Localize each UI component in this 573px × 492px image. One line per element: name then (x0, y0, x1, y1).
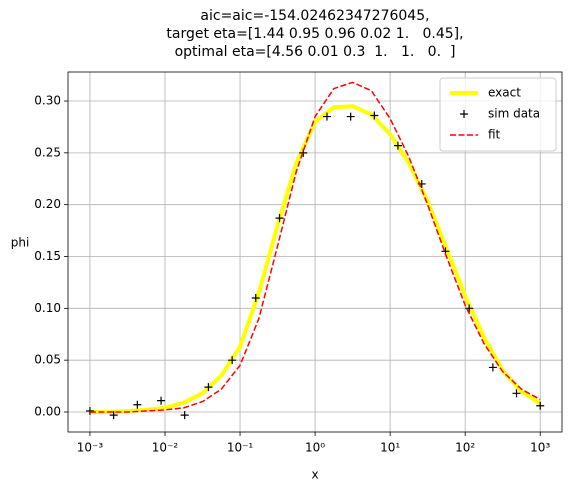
data-point (488, 363, 497, 372)
legend-marker (460, 110, 468, 118)
x-tick-label: 10⁻³ (77, 441, 104, 455)
data-point (157, 396, 166, 405)
x-tick-label: 10⁻¹ (227, 441, 254, 455)
legend-box (439, 77, 557, 152)
x-tick-label: 10² (455, 441, 475, 455)
data-point (133, 400, 142, 409)
series-line (89, 81, 541, 413)
data-point (465, 304, 474, 313)
data-point (512, 389, 521, 398)
data-point (228, 356, 237, 365)
y-tick-label: 0.30 (34, 94, 61, 108)
legend-label: sim data (488, 107, 540, 121)
x-tick-label: 10³ (530, 441, 550, 455)
data-point (346, 112, 355, 121)
x-tick-label: 10⁰ (305, 441, 325, 455)
data-point (275, 214, 284, 223)
data-point (204, 383, 213, 392)
plot-area (85, 81, 545, 420)
y-tick-label: 0.00 (34, 404, 61, 418)
y-tick-label: 0.05 (34, 353, 61, 367)
plot-frame (67, 71, 563, 433)
y-tick-label: 0.20 (34, 197, 61, 211)
data-point (370, 111, 379, 120)
y-tick-label: 0.10 (34, 301, 61, 315)
y-axis-label: phi (11, 236, 30, 250)
chart-title: optimal eta=[4.56 0.01 0.3 1. 1. 0. ] (175, 44, 456, 60)
legend-label: exact (488, 86, 521, 100)
y-tick-label: 0.25 (34, 145, 61, 159)
data-point (109, 411, 118, 420)
y-tick-label: 0.15 (34, 249, 61, 263)
data-point (251, 293, 260, 302)
data-point (180, 411, 189, 420)
legend-label: fit (488, 128, 501, 142)
data-point (536, 401, 545, 410)
chart-title: target eta=[1.44 0.95 0.96 0.02 1. 0.45]… (166, 26, 463, 42)
x-tick-label: 10¹ (380, 441, 400, 455)
chart-title: aic=aic=-154.02462347276045, (200, 8, 429, 24)
series-line (89, 104, 542, 414)
data-point (85, 406, 94, 415)
legend: exact sim data fit (439, 77, 557, 152)
x-axis-label: x (311, 468, 318, 482)
data-point (322, 112, 331, 121)
x-tick-label: 10⁻² (152, 441, 179, 455)
data-point (393, 141, 402, 150)
